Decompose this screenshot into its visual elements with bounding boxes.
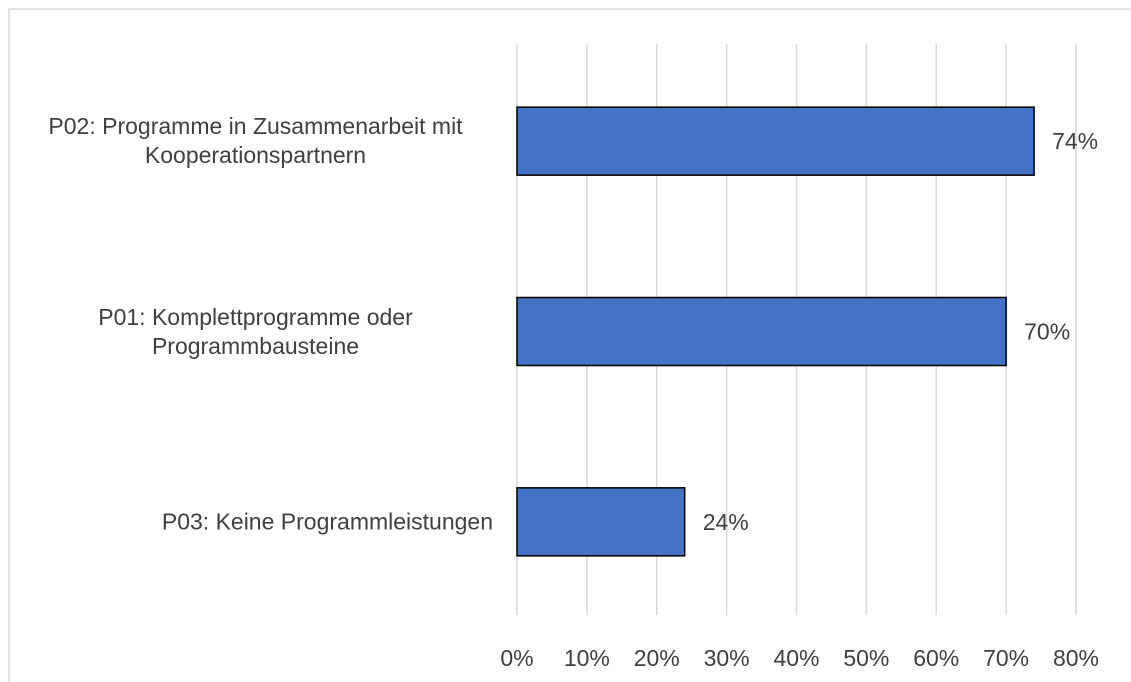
y-tick-label: P03: Keine Programmleistungen	[161, 508, 493, 535]
y-tick-label: P01: Komplettprogramme oder Programmbaus…	[98, 303, 413, 359]
bar	[516, 106, 1035, 176]
x-tick-label: 70%	[983, 645, 1029, 671]
x-tick-label: 10%	[564, 645, 610, 671]
bar	[516, 487, 686, 557]
data-label: 74%	[1052, 128, 1098, 154]
x-tick-label: 80%	[1053, 645, 1099, 671]
y-tick-label: P02: Programme in Zusammenarbeit mit Koo…	[48, 113, 463, 169]
x-tick-label: 60%	[913, 645, 959, 671]
x-tick-label: 0%	[500, 645, 533, 671]
x-tick-label: 40%	[773, 645, 819, 671]
x-tick-label: 30%	[704, 645, 750, 671]
data-label: 24%	[703, 509, 749, 535]
x-tick-label: 20%	[634, 645, 680, 671]
x-tick-label: 50%	[843, 645, 889, 671]
bar	[516, 296, 1007, 367]
chart-border	[8, 8, 1131, 682]
data-label: 70%	[1024, 319, 1070, 345]
